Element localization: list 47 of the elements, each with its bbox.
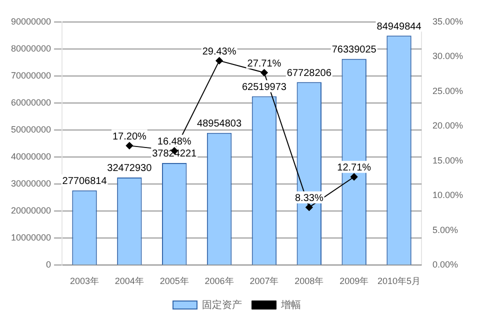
x-tick-label: 2009年	[340, 276, 369, 286]
data-label: 67728206	[286, 68, 332, 79]
point	[216, 57, 223, 64]
x-tick-label: 2007年	[250, 276, 279, 286]
data-label: 27.71%	[247, 58, 282, 70]
y2-tick-label: 0.00%	[432, 260, 458, 270]
y2-tick-label: 5.00%	[432, 224, 458, 235]
x-tick-label: 2005年	[160, 276, 189, 286]
point	[306, 204, 313, 211]
y-tick-label: 90000000	[10, 16, 52, 26]
data-label: 76339025	[332, 44, 377, 56]
y-tick-label: 40000000	[10, 152, 52, 162]
data-label: 8.33%	[294, 193, 324, 204]
data-label: 84949844	[376, 21, 422, 32]
x-tick-label: 2010年5月	[377, 276, 421, 286]
data-label: 16.48%	[157, 136, 192, 148]
data-label: 48954803	[197, 118, 242, 130]
y-tick-label: 60000000	[10, 98, 52, 108]
data-label: 27706814	[62, 176, 108, 188]
data-label: 12.71%	[337, 162, 372, 174]
x-tick-label: 2006年	[204, 276, 234, 286]
legend-label: 固定资产	[202, 298, 242, 311]
data-label: 29.43%	[202, 46, 236, 58]
y2-tick-label: 30.00%	[432, 51, 464, 62]
y2-tick-label: 35.00%	[432, 16, 464, 26]
legend-label: 增幅	[280, 298, 301, 311]
x-tick-label: 2003年	[70, 276, 100, 286]
y-tick-label: 80000000	[10, 44, 52, 54]
x-tick-label: 2004年	[114, 276, 144, 286]
y2-tick-label: 10.00%	[432, 190, 464, 200]
point	[126, 142, 133, 150]
y-tick-label: 70000000	[10, 70, 52, 81]
x-tick-label: 2008年	[294, 276, 324, 286]
data-label: 32472930	[107, 163, 152, 174]
y-tick-label: 0	[46, 260, 52, 270]
data-label: 17.20%	[112, 131, 146, 142]
data-label: 37824221	[152, 148, 198, 160]
y-tick-label: 50000000	[10, 124, 52, 135]
point	[260, 69, 268, 76]
y2-tick-label: 25.00%	[432, 86, 464, 96]
point	[350, 173, 358, 180]
y-tick-label: 20000000	[10, 206, 52, 216]
y-tick-label: 30000000	[10, 178, 52, 189]
y-tick-label: 10000000	[10, 232, 52, 243]
y2-tick-label: 15.00%	[432, 155, 464, 166]
data-label: 62519973	[242, 82, 287, 94]
y2-tick-label: 20.00%	[432, 120, 464, 131]
